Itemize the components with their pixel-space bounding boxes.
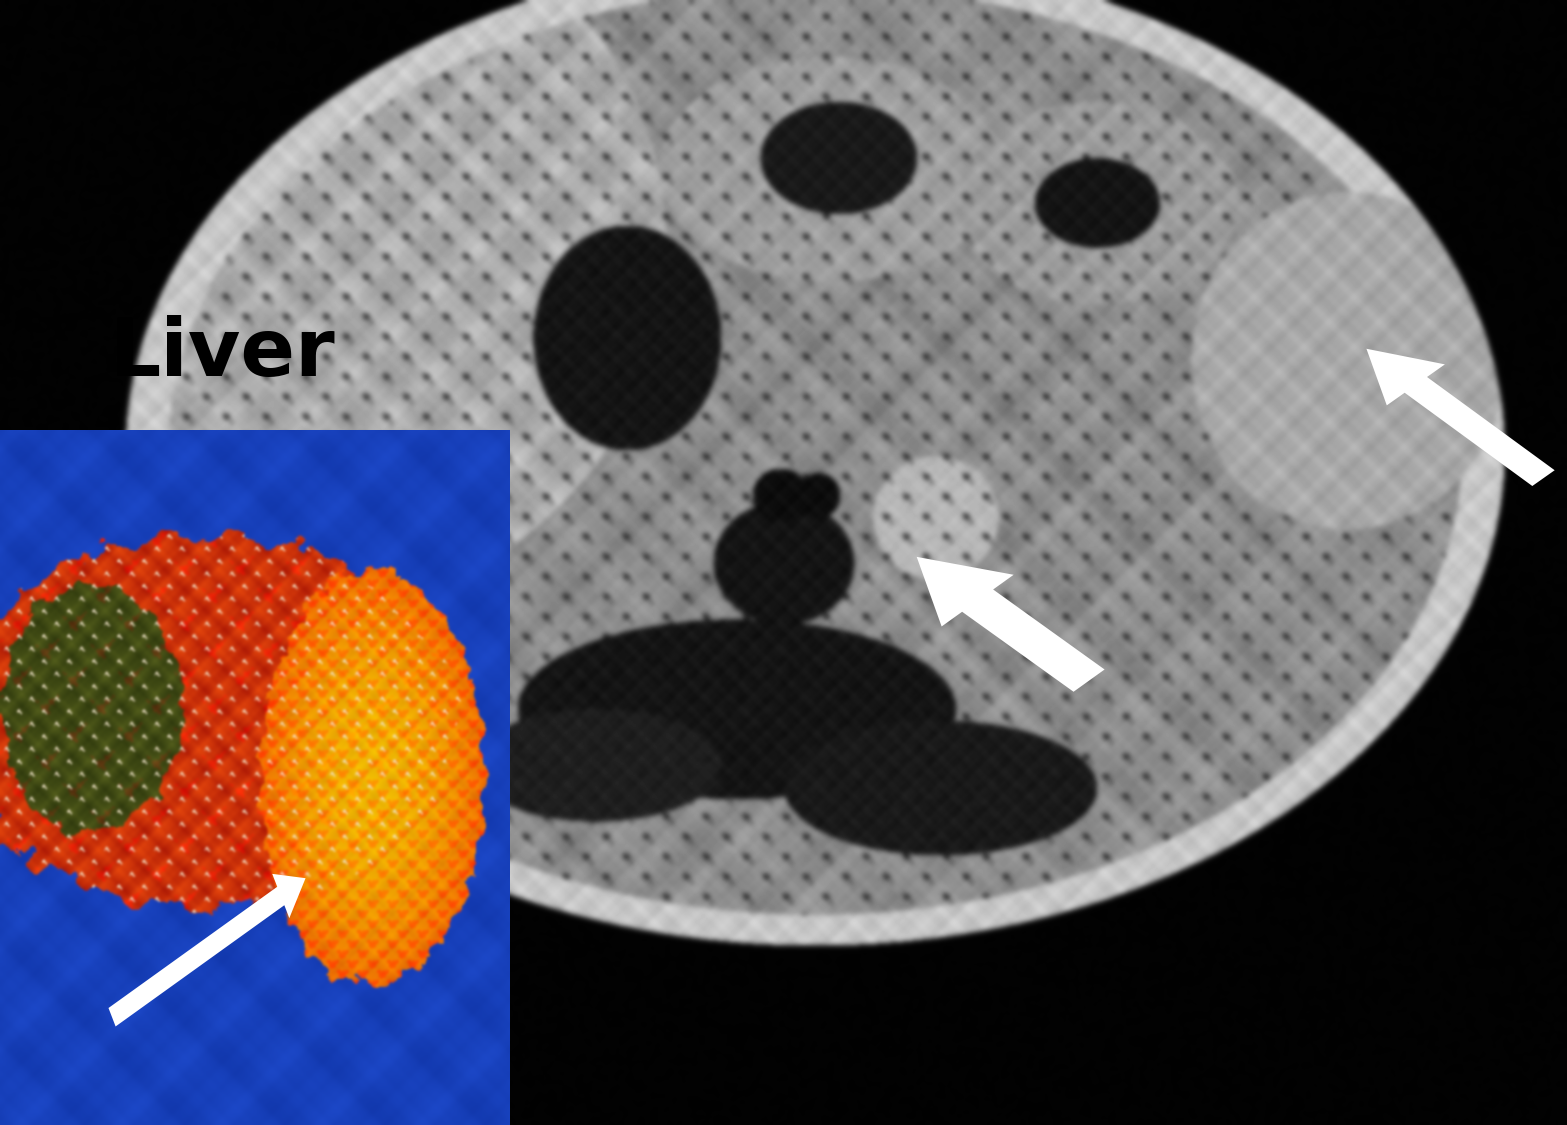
PathPatch shape <box>108 874 306 1026</box>
Text: Liver: Liver <box>110 315 335 394</box>
PathPatch shape <box>917 557 1105 692</box>
PathPatch shape <box>1366 349 1554 486</box>
